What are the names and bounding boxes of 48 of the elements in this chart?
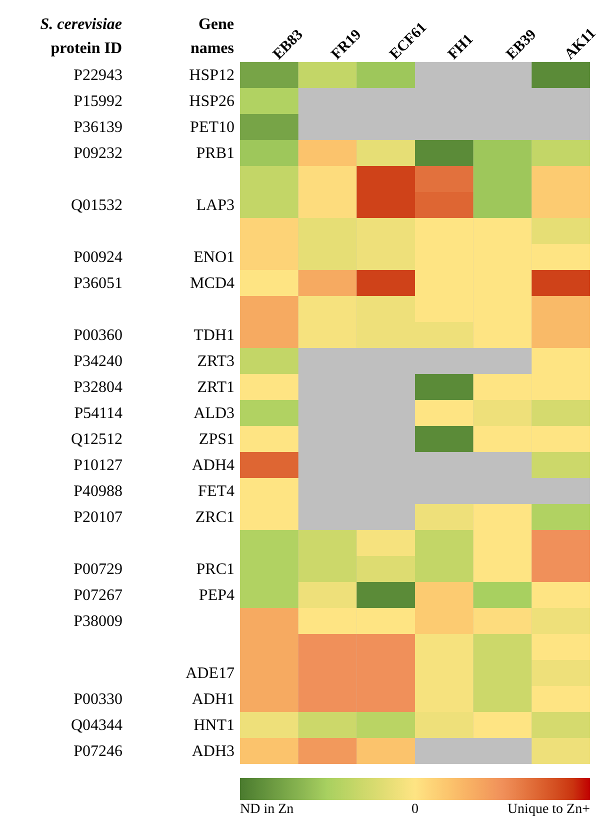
y-tick-label: TDH1 (194, 327, 234, 344)
y2-tick-label: P20107 (74, 509, 122, 526)
y2-tick-label: P36139 (74, 119, 122, 136)
y2-tick-label: P22943 (74, 67, 122, 84)
y2-tick-label: P00360 (74, 327, 122, 344)
color-bar-label: Unique to Zn+ (507, 802, 590, 817)
y-tick-label: HSP12 (189, 67, 234, 84)
y-tick-label: LAP3 (196, 197, 234, 214)
y2-tick-label: P40988 (74, 483, 122, 500)
y-tick-label: MCD4 (190, 275, 234, 292)
y2-tick-label: P38009 (74, 613, 122, 630)
y2-tick-label: P00330 (74, 691, 122, 708)
color-bar-label: 0 (412, 802, 418, 817)
color-bar-label: ND in Zn (240, 802, 294, 817)
y2-tick-label: P00924 (74, 249, 122, 266)
y2-tick-label: P54114 (74, 405, 122, 422)
y2-tick-label: Q04344 (70, 717, 122, 734)
y2-tick-label: P00729 (74, 561, 122, 578)
y-tick-label: ZRT3 (197, 353, 234, 370)
y-tick-label: ZPS1 (198, 431, 234, 448)
y-tick-label: ALD3 (194, 405, 234, 422)
y2-tick-label: P07267 (74, 587, 122, 604)
y-tick-label: ADE17 (186, 665, 234, 682)
y-tick-label: ZRC1 (195, 509, 234, 526)
y-tick-label: HSP26 (189, 93, 234, 110)
y-tick-label: PRB1 (196, 145, 234, 162)
y2-tick-label: P09232 (74, 145, 122, 162)
y2-tick-label: P36051 (74, 275, 122, 292)
y-tick-label: ADH4 (192, 457, 234, 474)
y-tick-label: HNT1 (194, 717, 234, 734)
y2-tick-label: P34240 (74, 353, 122, 370)
x-tick-label: FH1 (445, 32, 477, 63)
y-tick-label: PRC1 (196, 561, 234, 578)
y2-tick-label: Q01532 (70, 197, 122, 214)
y-tick-label: ADH1 (192, 691, 234, 708)
y2-tick-label: P07246 (74, 743, 122, 760)
y-tick-label: FET4 (198, 483, 234, 500)
y-tick-label: ADH3 (192, 743, 234, 760)
y-axis-title: Gene names (190, 16, 234, 57)
y-tick-label: ZRT1 (197, 379, 234, 396)
y-tick-label: PET10 (190, 119, 234, 136)
y2-tick-label: P15992 (74, 93, 122, 110)
y2-tick-label: Q12512 (70, 431, 122, 448)
y-tick-label: PEP4 (198, 587, 234, 604)
y2-tick-label: P10127 (74, 457, 122, 474)
y2-axis-title: S. cerevisiae protein ID (40, 16, 122, 57)
y2-tick-label: P32804 (74, 379, 122, 396)
y-tick-label: ENO1 (194, 249, 234, 266)
